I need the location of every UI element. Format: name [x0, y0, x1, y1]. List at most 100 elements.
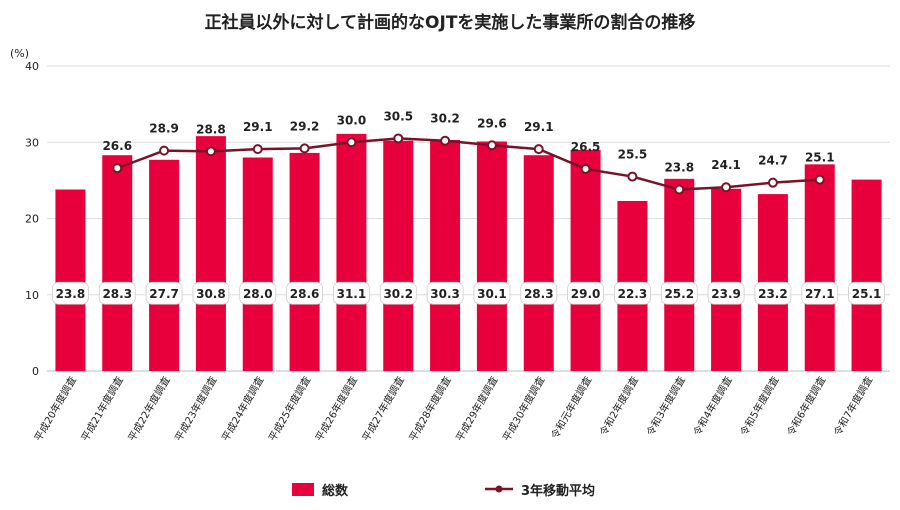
y-tick-label: 0 [32, 365, 39, 378]
bar [430, 139, 461, 371]
bar-value-box [145, 281, 183, 305]
moving-average-value-label: 29.2 [290, 119, 320, 133]
bar [851, 179, 882, 371]
bar-value-label: 28.6 [290, 287, 320, 301]
bar-value-label: 28.3 [524, 287, 554, 301]
bar-value-box [52, 281, 89, 305]
bar-value-box [567, 281, 604, 305]
bar-value-box [239, 281, 277, 305]
x-category-label: 平成21年度調査 [78, 374, 126, 443]
x-category-label: 平成27年度調査 [359, 374, 407, 443]
bar-value-box [707, 281, 745, 305]
moving-average-point [674, 184, 685, 195]
bar-value-label: 28.3 [102, 287, 132, 301]
moving-average-point [346, 137, 357, 148]
moving-average-value-label: 29.1 [524, 120, 554, 134]
x-category-label: 令和3年度調査 [643, 374, 687, 438]
moving-average-point [721, 182, 732, 193]
moving-average-value-label: 30.0 [337, 113, 367, 127]
moving-average-point [159, 145, 170, 156]
bar [523, 155, 554, 371]
moving-average-value-label: 28.8 [196, 122, 226, 136]
y-tick-label: 20 [25, 213, 39, 226]
moving-average-point [205, 146, 216, 157]
moving-average-point [814, 174, 825, 185]
y-tick-label: 40 [25, 60, 39, 73]
moving-average-point [533, 144, 544, 155]
y-unit-label: (%) [10, 47, 29, 60]
bar [804, 164, 835, 371]
legend-bar-label: 総数 [322, 483, 349, 499]
x-category-label: 令和5年度調査 [737, 374, 781, 438]
x-category-label: 令和元年度調査 [548, 374, 594, 441]
bar [242, 157, 273, 371]
moving-average-point [252, 144, 263, 155]
moving-average-value-label: 29.6 [477, 116, 507, 130]
x-category-label: 平成22年度調査 [125, 374, 173, 443]
bar-value-label: 31.1 [337, 287, 367, 301]
bar [383, 140, 414, 371]
bar [149, 159, 180, 371]
bar-value-box [192, 281, 230, 305]
moving-average-value-label: 25.5 [618, 148, 648, 162]
bar [664, 178, 695, 371]
moving-average-point [767, 177, 778, 188]
legend-bar-swatch [292, 483, 314, 496]
bar-value-label: 29.0 [571, 287, 601, 301]
bar-value-label: 30.3 [430, 287, 460, 301]
y-tick-label: 30 [25, 136, 39, 149]
moving-average-value-label: 30.2 [430, 112, 460, 126]
bar-value-box [520, 281, 558, 305]
bar [102, 155, 133, 371]
moving-average-point [580, 163, 591, 174]
bar [195, 136, 226, 371]
bar-value-label: 30.8 [196, 287, 226, 301]
bar-value-label: 23.9 [711, 287, 741, 301]
x-category-label: 平成28年度調査 [406, 374, 454, 443]
bar-value-label: 22.3 [618, 287, 648, 301]
moving-average-value-label: 29.1 [243, 120, 273, 134]
bar [55, 189, 86, 371]
moving-average-value-label: 26.6 [102, 139, 132, 153]
bar-value-box [614, 281, 651, 305]
x-category-label: 平成23年度調査 [172, 374, 220, 443]
x-category-label: 令和2年度調査 [597, 374, 641, 438]
x-category-label: 平成24年度調査 [219, 374, 267, 443]
bar-value-box [660, 281, 698, 305]
moving-average-point [299, 143, 310, 154]
bar-value-label: 27.1 [805, 287, 835, 301]
moving-average-value-label: 28.9 [149, 122, 179, 136]
bar-value-label: 30.2 [383, 287, 413, 301]
moving-average-value-label: 24.1 [711, 158, 741, 172]
bar [570, 149, 601, 371]
bar-value-box [286, 281, 323, 305]
moving-average-value-label: 26.5 [571, 140, 601, 154]
x-category-label: 平成30年度調査 [500, 374, 548, 443]
moving-average-point [440, 135, 451, 146]
y-tick-label: 10 [25, 289, 39, 302]
moving-average-value-label: 25.1 [805, 151, 835, 165]
bar-value-label: 25.1 [852, 287, 882, 301]
bar-value-box [754, 281, 792, 305]
bar-value-box [98, 281, 136, 305]
bar-value-label: 28.0 [243, 287, 273, 301]
moving-average-value-label: 24.7 [758, 154, 788, 168]
bar-value-label: 25.2 [664, 287, 694, 301]
moving-average-point [393, 133, 404, 144]
x-category-label: 平成29年度調査 [453, 374, 501, 443]
bar [289, 152, 320, 371]
bar-value-label: 23.8 [56, 287, 86, 301]
bar-value-box [848, 281, 885, 305]
bar-value-box [426, 281, 464, 305]
bar [336, 133, 367, 371]
moving-average-value-label: 23.8 [664, 161, 694, 175]
chart-title: 正社員以外に対して計画的なOJTを実施した事業所の割合の推移 [204, 13, 696, 33]
moving-average-point [627, 171, 638, 182]
x-category-label: 平成20年度調査 [31, 374, 79, 443]
bar [711, 188, 742, 371]
bar-value-box [801, 281, 839, 305]
bar-value-label: 27.7 [149, 287, 179, 301]
bar-value-label: 30.1 [477, 287, 507, 301]
moving-average-line [116, 137, 820, 191]
